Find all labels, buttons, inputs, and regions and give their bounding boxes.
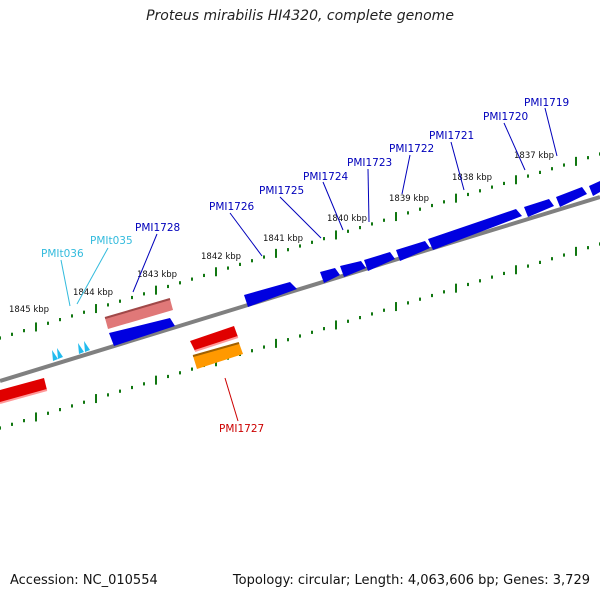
gene-orange-edge (192, 342, 240, 357)
gene-label-pmi1723: PMI1723 (347, 157, 392, 169)
gene-pmi1728[interactable] (109, 318, 175, 346)
gene-left-red-edge (0, 389, 48, 404)
gene-label-pmit035: PMIt035 (90, 235, 133, 247)
gene-pmi1725[interactable] (320, 268, 340, 283)
leader-pmi1724 (322, 181, 344, 231)
kbp-label: 1843 kbp (137, 270, 177, 280)
gene-pmi1727[interactable] (190, 326, 238, 351)
leader-pmit035 (76, 247, 109, 305)
gene-pmi1719[interactable] (556, 187, 587, 207)
kbp-label: 1842 kbp (201, 252, 241, 262)
rna-markers (52, 341, 90, 361)
kbp-labels: 1845 kbp 1844 kbp 1843 kbp 1842 kbp 1841… (9, 151, 554, 315)
gene-label-pmi1720: PMI1720 (483, 111, 528, 123)
gene-pmi1720[interactable] (524, 199, 554, 217)
gene-label-pmi1727: PMI1727 (219, 423, 264, 435)
map-title: Proteus mirabilis HI4320, complete genom… (146, 8, 454, 24)
leader-pmi1719 (544, 107, 558, 157)
gene-left-red[interactable] (0, 378, 47, 403)
gene-label-pmi1722: PMI1722 (389, 143, 434, 155)
leader-pmit036 (60, 259, 71, 307)
gene-orange[interactable] (193, 343, 243, 369)
trna-pmit036[interactable] (52, 350, 58, 361)
leader-pmi1722 (401, 154, 411, 195)
leader-pmi1723 (367, 168, 370, 223)
accession-text: Accession: NC_010554 (10, 573, 158, 588)
kbp-label: 1840 kbp (327, 214, 367, 224)
gene-pink[interactable] (105, 299, 173, 329)
leader-pmi1727 (224, 377, 239, 422)
gene-label-pmi1726: PMI1726 (209, 201, 255, 213)
gene-pmi1722[interactable] (396, 241, 430, 261)
lower-tick-row (0, 242, 600, 430)
gene-pmi1721[interactable] (428, 209, 522, 250)
gene-label-pmi1719: PMI1719 (524, 97, 569, 109)
kbp-label: 1841 kbp (263, 234, 303, 244)
gene-pmi1726[interactable] (244, 282, 297, 307)
gene-label-pmi1725: PMI1725 (259, 185, 304, 197)
kbp-label: 1845 kbp (9, 305, 49, 315)
gene-pmi1727-edge (194, 336, 239, 352)
trna-pmit035[interactable] (84, 341, 90, 352)
gene-label-pmi1724: PMI1724 (303, 171, 349, 183)
leader-lines (60, 107, 558, 422)
genome-summary-text: Topology: circular; Length: 4,063,606 bp… (232, 573, 590, 588)
upper-tick-row (0, 152, 600, 340)
leader-pmi1726 (229, 212, 263, 257)
gene-label-pmi1728: PMI1728 (135, 222, 180, 234)
leader-pmi1728 (132, 233, 158, 293)
gene-labels: PMIt036 PMIt035 PMI1728 PMI1726 PMI1725 … (41, 97, 569, 435)
gene-label-pmit036: PMIt036 (41, 248, 84, 260)
leader-pmi1725 (279, 196, 322, 239)
kbp-label: 1839 kbp (389, 194, 429, 204)
gene-pmi1723[interactable] (364, 252, 395, 271)
kbp-label: 1844 kbp (73, 288, 113, 298)
kbp-label: 1837 kbp (514, 151, 554, 161)
gene-label-pmi1721: PMI1721 (429, 130, 474, 142)
forward-genes (109, 181, 600, 346)
leader-pmi1721 (450, 141, 465, 191)
gene-pmi1724[interactable] (340, 261, 366, 277)
genome-backbone (0, 195, 600, 383)
trna-pmit036[interactable] (57, 348, 63, 359)
trna-pmit035[interactable] (78, 343, 84, 354)
gene-next[interactable] (589, 181, 600, 196)
gene-pink-edge (104, 298, 171, 319)
leader-pmi1720 (503, 122, 526, 171)
kbp-label: 1838 kbp (452, 173, 492, 183)
